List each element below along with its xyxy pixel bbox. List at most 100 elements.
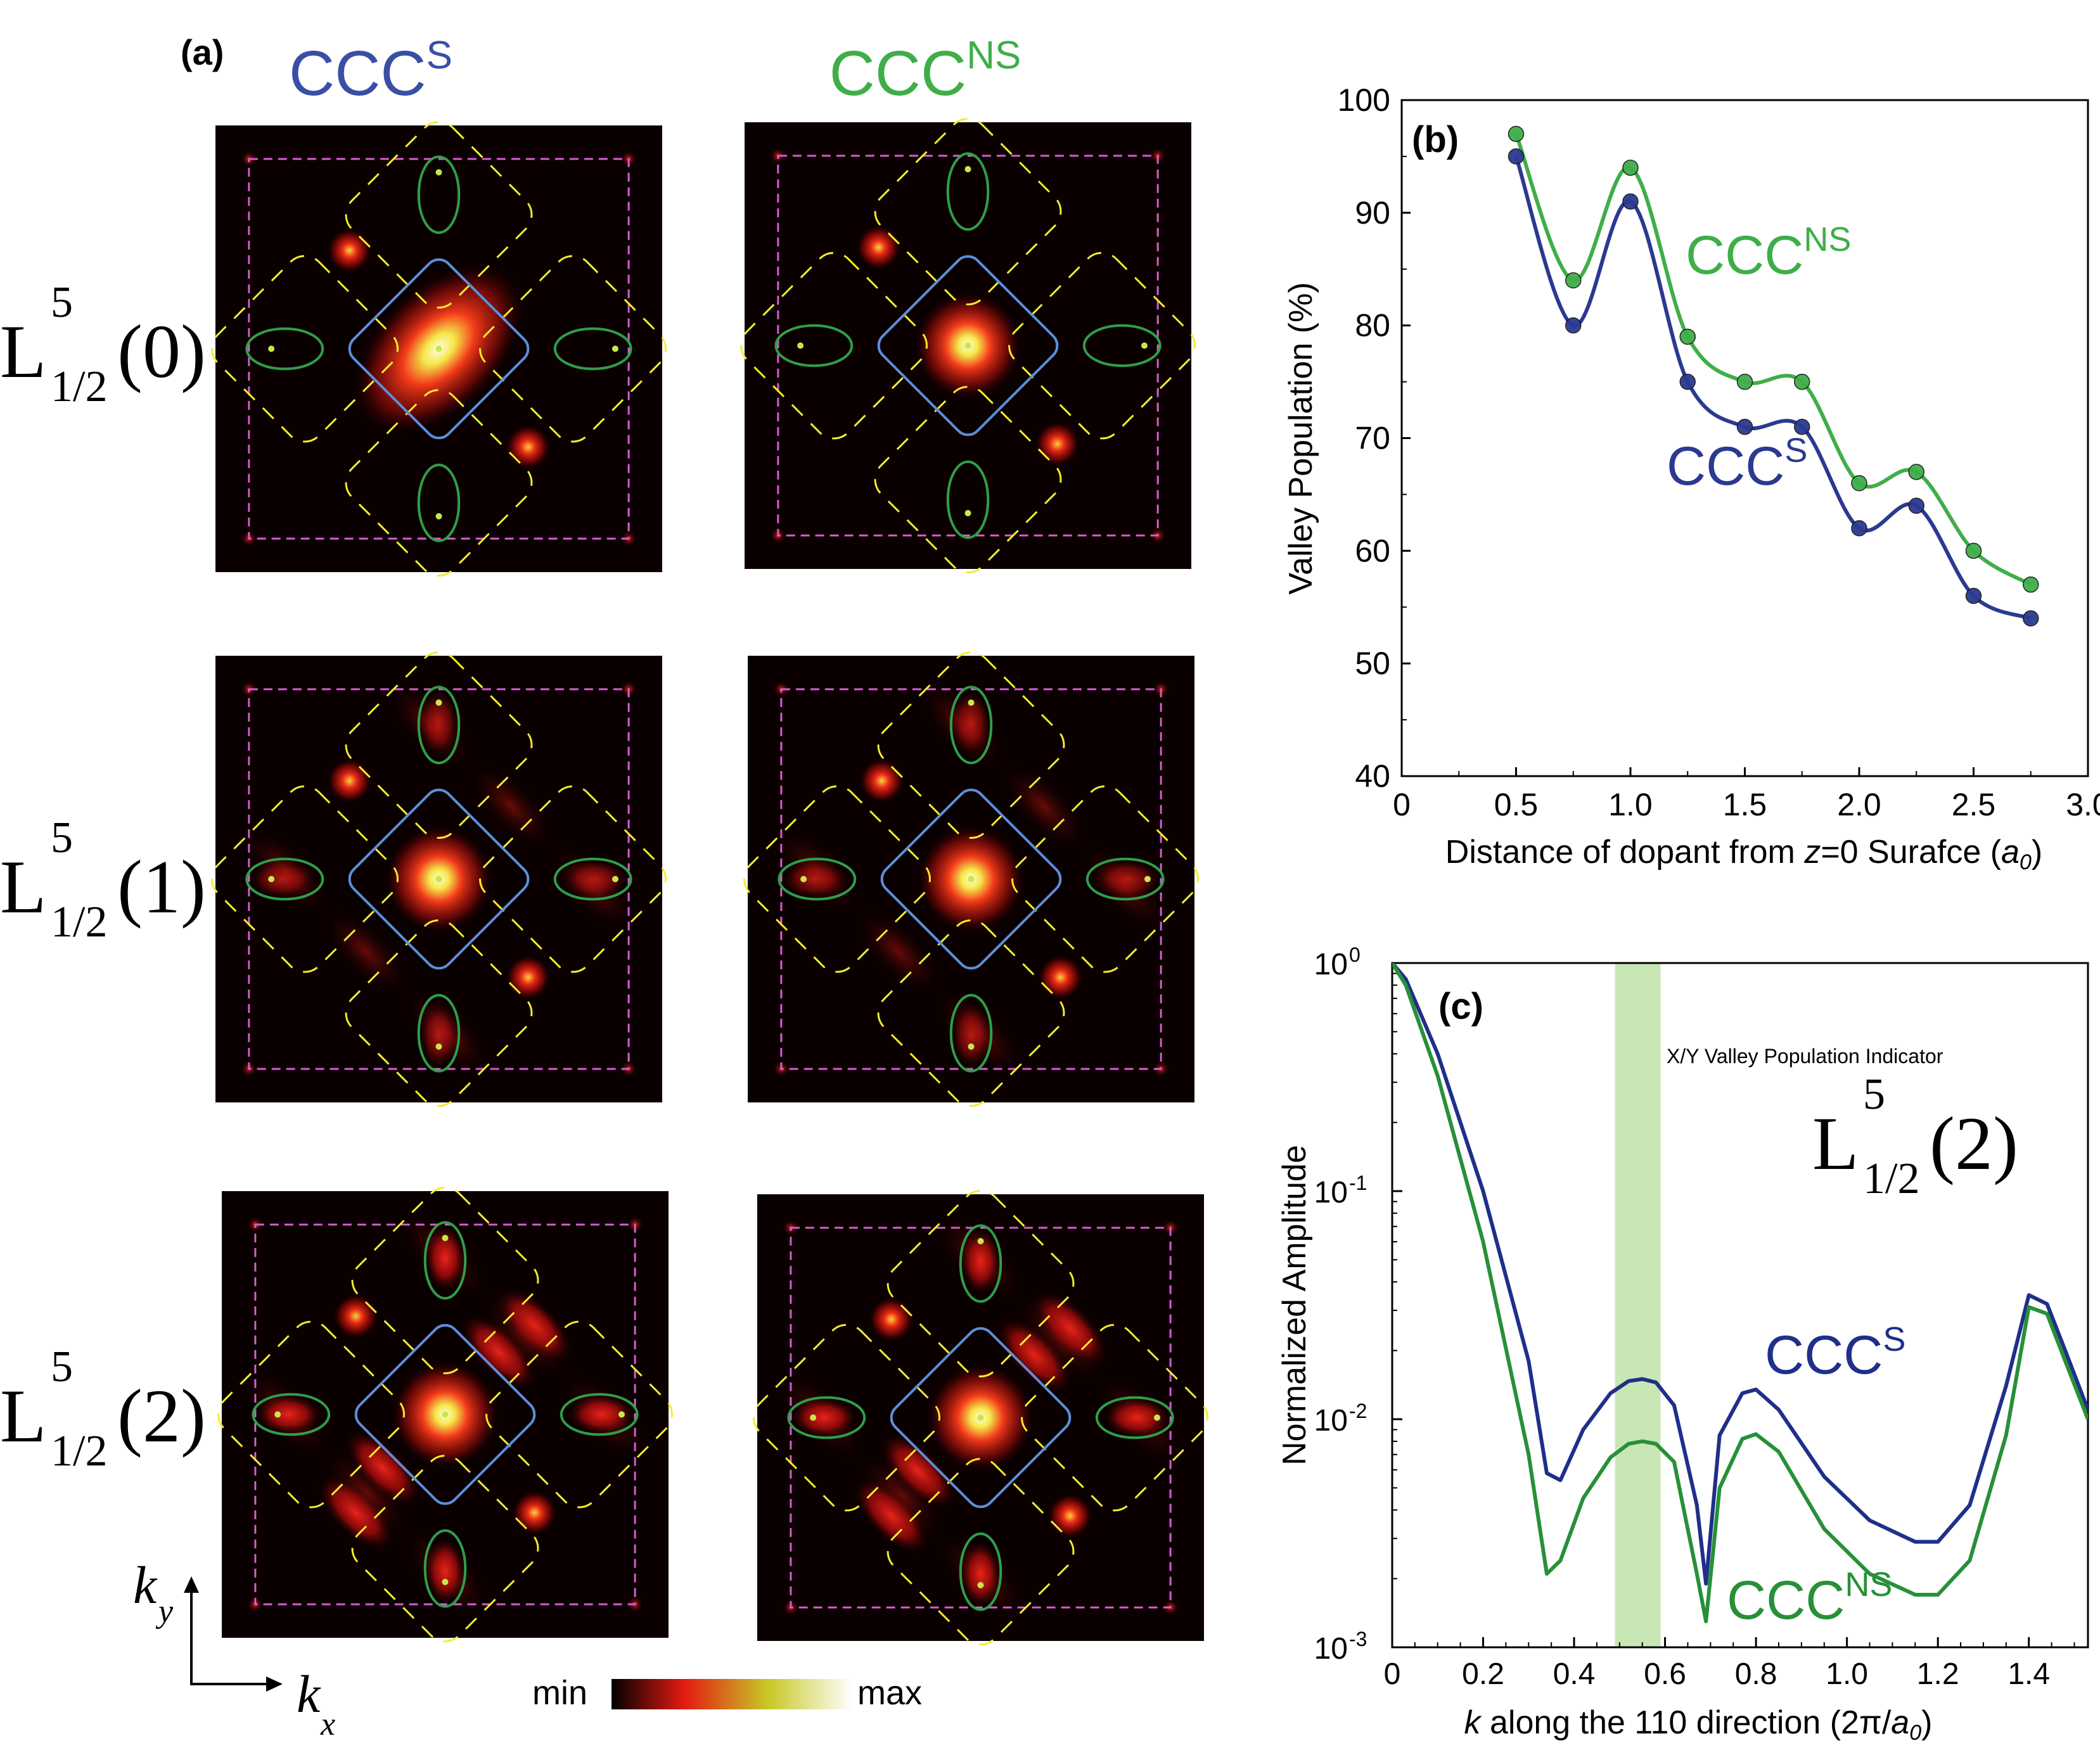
valley-center-dot (964, 342, 971, 349)
data-point-ns (1736, 373, 1753, 390)
y-tick-label: 70 (1355, 421, 1390, 456)
label-main: L (0, 845, 46, 929)
valley-region-outline (877, 651, 1065, 839)
data-point-s (1851, 520, 1867, 537)
stripe-lobe (460, 1313, 537, 1391)
valley-ellipse (553, 327, 632, 371)
valley-lobe (960, 1227, 1001, 1295)
valley-center-dot (968, 699, 975, 706)
y-tick-label: 90 (1355, 195, 1390, 231)
label-subscript: 1/2 (1863, 1154, 1919, 1203)
stripe-lobe (344, 1429, 421, 1507)
panel-a-label: (a) (181, 32, 224, 72)
valley-lobe (960, 1540, 1001, 1608)
valley-ellipse (252, 1393, 331, 1436)
data-point-s (1622, 193, 1639, 210)
valley-ellipse (774, 324, 854, 367)
y-axis-label: Valley Population (%) (1283, 282, 1319, 594)
x-axis-label-text: Distance of dopant from (1445, 834, 1805, 871)
valley-center-dot (968, 876, 975, 883)
series-label-ns: CCCNS (1727, 1566, 1892, 1631)
y-tick-label: 10 (1314, 1404, 1348, 1438)
colorbar: min max (532, 1674, 922, 1712)
series-label-text: CCC (1667, 436, 1784, 497)
data-point-s (1565, 317, 1582, 334)
band-label: X/Y Valley Population Indicator (1667, 1045, 1943, 1068)
valley-region-outline (740, 252, 928, 440)
valley-lobe (418, 1002, 459, 1069)
x-tick-label: 1.0 (1608, 787, 1653, 822)
valley-center-dot (611, 876, 618, 883)
diagonal-blob (869, 1297, 914, 1342)
x-axis-label-k: k (1464, 1704, 1483, 1741)
valley-lobe (561, 858, 629, 900)
y-tick-base: 10 (1314, 1176, 1348, 1209)
x-axis-label-a: a (2001, 834, 2020, 871)
y-tick-exponent: -2 (1349, 1400, 1367, 1422)
x-tick-label: 1.4 (2007, 1657, 2050, 1691)
valley-center-dot (797, 342, 804, 349)
label-argument: (2) (117, 1374, 206, 1458)
valley-ellipse (959, 1224, 1002, 1303)
k-axes: k ykx (133, 1556, 335, 1742)
y-tick-label: 100 (1338, 82, 1390, 118)
y-tick-exponent: -3 (1349, 1628, 1367, 1650)
kspace-map-3 (743, 651, 1199, 1107)
column-header-superscript: S (426, 34, 452, 77)
valley-lobe (425, 1537, 466, 1605)
column-header-superscript: NS (966, 34, 1021, 77)
valley-region-outline (345, 389, 533, 577)
stripe-lobe (880, 1433, 957, 1510)
stripe-lobe (853, 1477, 930, 1554)
central-valley-outline (348, 788, 530, 970)
x-tick-label: 0.6 (1644, 1657, 1686, 1691)
valley-center-dot (618, 1411, 625, 1418)
series-label-text: CCC (1686, 225, 1803, 286)
series-line-ns (1514, 133, 2032, 587)
valley-region-outline (743, 785, 931, 973)
label-superscript: 5 (51, 278, 73, 327)
kx-arrow-icon (266, 1676, 283, 1692)
valley-center-dot (800, 876, 807, 883)
valley-region-outline (753, 1324, 940, 1512)
diagonal-blob (506, 424, 551, 469)
column-header-text: CCC (829, 38, 967, 109)
valley-center-dot (977, 1581, 984, 1588)
valley-lobe (951, 1002, 992, 1069)
data-point-s (1794, 418, 1810, 435)
data-point-ns (1851, 475, 1867, 492)
x-tick-label: 0.4 (1553, 1657, 1596, 1691)
valley-region-outline (1021, 1324, 1208, 1512)
kspace-map-4 (217, 1187, 673, 1642)
panel-b-label: (b) (1412, 119, 1459, 160)
column-header-ccc-ns: CCCNS (829, 34, 1021, 109)
valley-center-dot (268, 876, 275, 883)
diagonal-blob (327, 228, 372, 273)
brillouin-zone-boundary (790, 1227, 1172, 1609)
y-tick-exponent: 0 (1349, 943, 1361, 966)
series-label-text: CCC (1727, 1570, 1845, 1631)
data-point-ns (1622, 159, 1639, 176)
x-tick-label: 1.2 (1917, 1657, 1959, 1691)
data-point-s (2023, 610, 2039, 627)
panel-c-chart: X/Y Valley Population Indicator 0 0.2 0.4 0.… (1276, 943, 2089, 1745)
kspace-map-1 (740, 118, 1196, 573)
valley-region-outline (211, 785, 399, 973)
diagonal-blob (333, 1294, 378, 1339)
valley-center-dot (274, 1411, 281, 1418)
valley-region-outline (479, 255, 667, 443)
valley-center-dot (611, 345, 618, 352)
colorbar-gradient (611, 1679, 852, 1709)
series-line-s (1392, 963, 2088, 1586)
data-point-ns (1794, 373, 1810, 390)
y-tick-label: 10 (1314, 1176, 1348, 1209)
valley-region-outline (479, 785, 667, 973)
data-point-ns (1965, 542, 1982, 559)
y-tick-label: 80 (1355, 308, 1390, 343)
series-label-superscript: NS (1803, 220, 1851, 258)
valley-center-dot (435, 699, 442, 706)
data-point-ns (2023, 576, 2039, 593)
central-valley-outline (354, 1324, 536, 1505)
x-tick-label: 0.5 (1494, 787, 1539, 822)
x-tick-label: 0.2 (1462, 1657, 1504, 1691)
